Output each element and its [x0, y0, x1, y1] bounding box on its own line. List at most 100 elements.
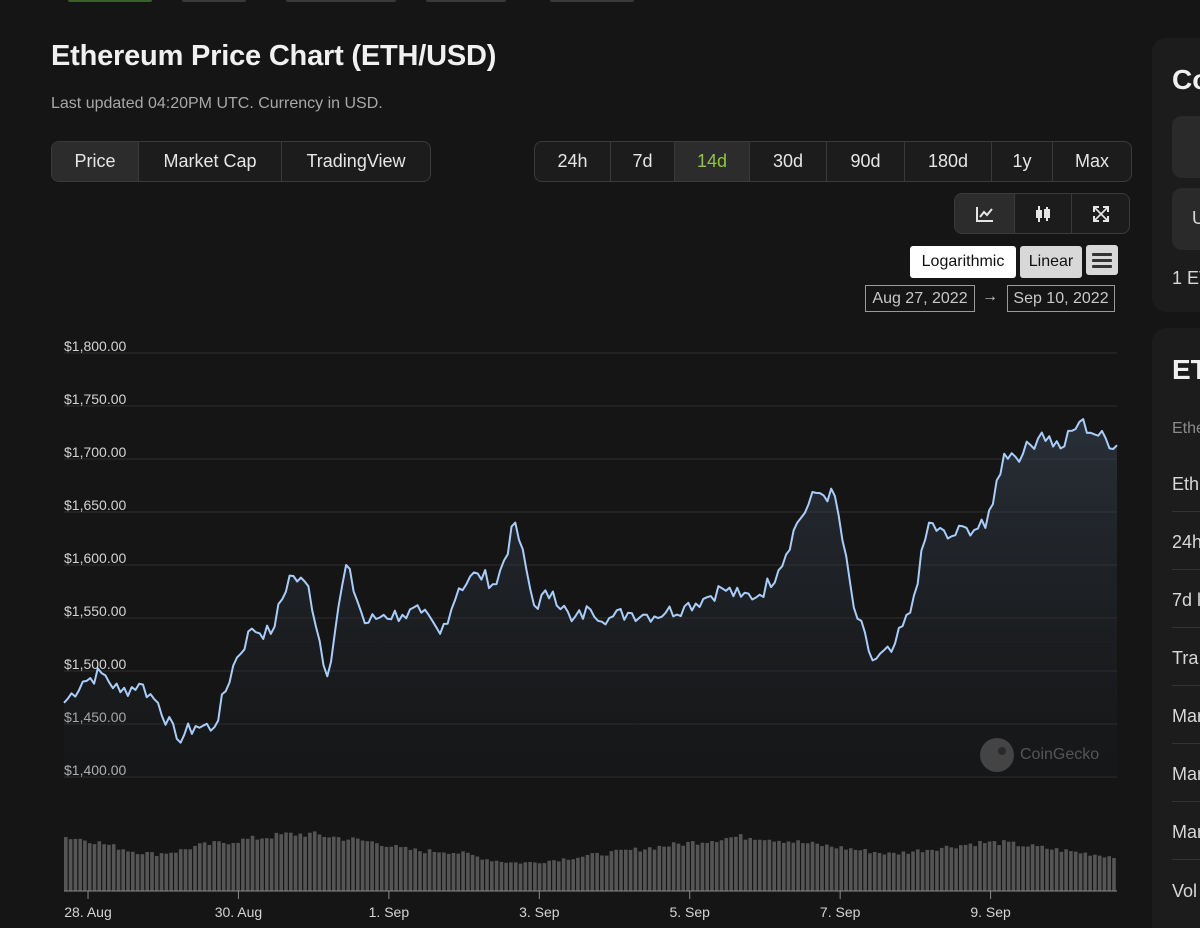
top-nav-stubs — [60, 0, 660, 4]
volume-bar — [241, 838, 245, 891]
volume-bar — [647, 847, 652, 891]
date-range-to-input[interactable]: Sep 10, 2022 — [1007, 285, 1115, 312]
volume-bar — [389, 846, 394, 891]
volume-bar — [619, 849, 623, 891]
menu-bar — [1092, 252, 1112, 256]
volume-bar — [341, 840, 346, 891]
volume-bar — [145, 852, 149, 891]
volume-bar — [1073, 851, 1078, 891]
volume-bar — [83, 840, 87, 891]
page-title: Ethereum Price Chart (ETH/USD) — [51, 40, 497, 72]
range-1y[interactable]: 1y — [992, 142, 1053, 181]
volume-bar — [518, 863, 523, 891]
volume-bar — [681, 845, 685, 891]
price-line — [63, 418, 1118, 744]
volume-bar — [829, 846, 834, 891]
volume-bar — [547, 860, 551, 891]
x-tick-label: 30. Aug — [215, 904, 263, 920]
volume-bar — [772, 841, 776, 891]
stats-row: Mar — [1172, 748, 1200, 802]
price-chart[interactable]: $1,800.00 $1,750.00 $1,700.00 $1,650.00 $1,6… — [0, 320, 1140, 928]
volume-bar — [408, 849, 413, 891]
x-tick-label: 28. Aug — [64, 904, 112, 920]
top-nav-stub — [550, 0, 634, 2]
range-max[interactable]: Max — [1074, 151, 1109, 171]
range-30d[interactable]: 30d — [750, 142, 827, 181]
volume-bar — [643, 849, 647, 891]
volume-bar — [303, 836, 307, 891]
tab-market-cap[interactable]: Market Cap — [139, 142, 282, 181]
range-90d[interactable]: 90d — [827, 142, 905, 181]
volume-bar — [260, 838, 264, 891]
volume-bar — [834, 848, 839, 891]
volume-bar — [360, 840, 365, 891]
volume-bar — [121, 849, 125, 891]
volume-bar — [657, 845, 662, 891]
volume-bar — [461, 851, 465, 891]
volume-bar — [279, 834, 283, 891]
converter-currency: U — [1192, 208, 1200, 228]
volume-bar — [298, 833, 303, 891]
volume-bar — [954, 848, 958, 891]
volume-bar — [1006, 841, 1011, 891]
volume-bar — [212, 841, 216, 891]
stats-row: Vol — [1172, 880, 1198, 901]
volume-bar — [332, 836, 336, 891]
volume-bar — [116, 849, 121, 891]
volume-bar — [1083, 852, 1088, 891]
volume-bar — [695, 844, 700, 891]
volume-bar — [901, 851, 906, 891]
menu-bar — [1092, 258, 1112, 262]
volume-bar — [1093, 854, 1097, 891]
volume-bar — [537, 863, 542, 891]
date-range-from-input[interactable]: Aug 27, 2022 — [865, 285, 975, 312]
stats-row: Eth — [1172, 458, 1200, 512]
time-range-tabs: 24h 7d 14d 30d 90d 180d 1y Max — [534, 141, 1132, 182]
volume-bar — [1016, 846, 1021, 891]
watermark-text: CoinGecko — [1020, 746, 1100, 763]
volume-bar — [198, 843, 202, 891]
range-7d[interactable]: 7d — [611, 142, 675, 181]
range-14d[interactable]: 14d — [675, 142, 750, 181]
volume-bar — [872, 852, 877, 891]
volume-bar — [997, 845, 1001, 891]
candlestick-button[interactable] — [1015, 194, 1072, 233]
volume-bar — [226, 844, 231, 891]
top-nav-stub — [68, 0, 152, 2]
fullscreen-button[interactable] — [1072, 194, 1129, 233]
volume-bar — [858, 850, 863, 891]
volume-bar — [135, 854, 140, 891]
volume-bar — [494, 860, 499, 891]
volume-bar — [169, 852, 173, 891]
tab-price[interactable]: Price — [52, 142, 139, 181]
tab-tradingview[interactable]: TradingView — [306, 151, 406, 171]
linear-scale-button[interactable]: Linear — [1020, 246, 1082, 278]
volume-bar — [1064, 849, 1068, 891]
range-24h[interactable]: 24h — [535, 142, 611, 181]
volume-bar — [652, 849, 657, 891]
volume-bar — [265, 838, 269, 891]
page-subtitle: Last updated 04:20PM UTC. Currency in US… — [51, 95, 383, 112]
converter-output-box[interactable]: U — [1172, 188, 1200, 250]
stats-row: 7d l — [1172, 574, 1200, 628]
volume-bar — [437, 852, 441, 891]
volume-bar — [987, 841, 992, 891]
volume-bar — [480, 859, 484, 891]
volume-bar — [456, 853, 461, 891]
volume-bar — [466, 852, 470, 891]
converter-input-box[interactable] — [1172, 116, 1200, 178]
volume-bar — [509, 862, 513, 891]
volume-bar — [1040, 845, 1044, 891]
y-tick-label: $1,800.00 — [64, 338, 126, 354]
logarithmic-scale-button[interactable]: Logarithmic — [910, 246, 1016, 278]
volume-bar — [131, 851, 135, 891]
volume-bar — [97, 841, 102, 891]
chart-menu-button[interactable] — [1086, 245, 1118, 275]
volume-bar — [896, 854, 901, 891]
range-180d[interactable]: 180d — [905, 142, 992, 181]
volume-bar — [576, 857, 580, 891]
volume-bar — [710, 841, 714, 891]
volume-bar — [150, 852, 154, 891]
volume-bar — [734, 836, 738, 891]
line-chart-button[interactable] — [955, 194, 1015, 233]
